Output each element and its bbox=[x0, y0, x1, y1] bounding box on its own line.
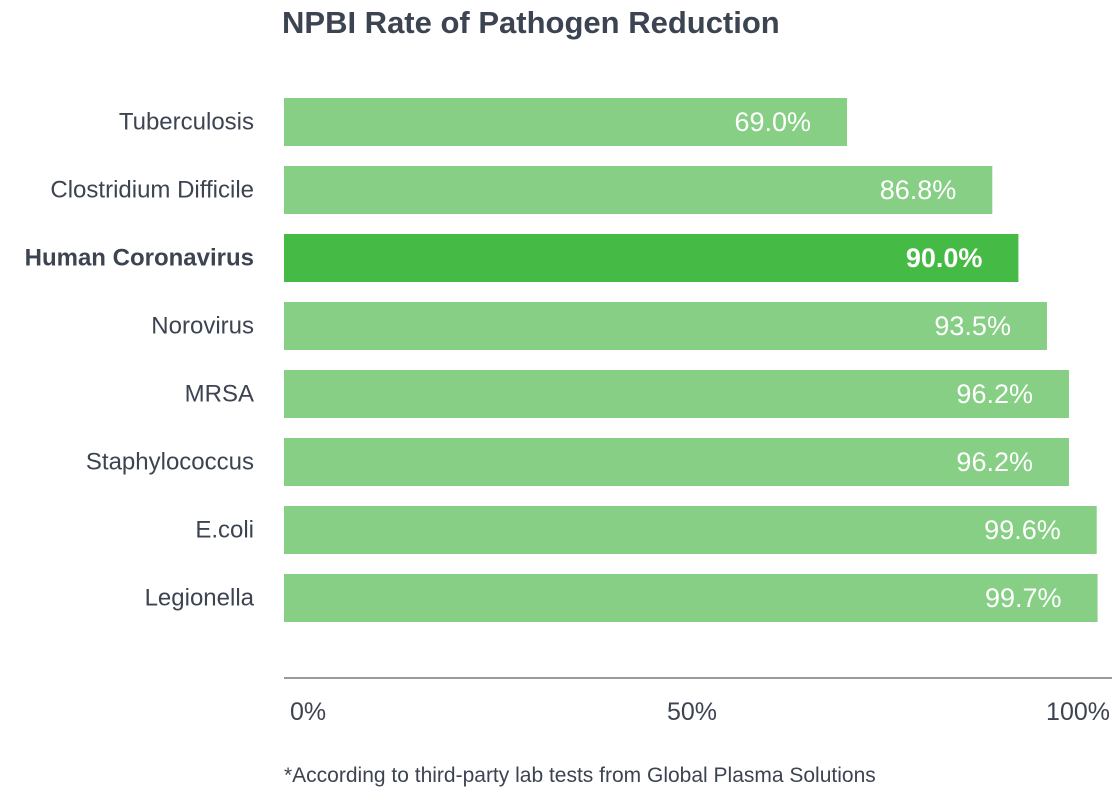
x-axis-tick-labels: 0% 50% 100% bbox=[290, 698, 1110, 726]
value-label-staphylococcus: 96.2% bbox=[956, 447, 1033, 477]
value-label-mrsa: 96.2% bbox=[956, 379, 1033, 409]
chart-title: NPBI Rate of Pathogen Reduction bbox=[282, 5, 780, 40]
category-label-norovirus: Norovirus bbox=[151, 313, 254, 340]
category-label-staphylococcus: Staphylococcus bbox=[86, 449, 254, 476]
value-label-tuberculosis: 69.0% bbox=[734, 107, 811, 137]
bar-human-coronavirus bbox=[284, 234, 1019, 282]
value-label-clostridium-difficile: 86.8% bbox=[880, 175, 957, 205]
category-label-human-coronavirus: Human Coronavirus bbox=[25, 245, 254, 272]
value-label-legionella: 99.7% bbox=[985, 583, 1062, 613]
category-label-legionella: Legionella bbox=[145, 585, 255, 612]
category-labels: Tuberculosis Clostridium Difficile Human C… bbox=[25, 109, 255, 612]
bars-group bbox=[284, 98, 1098, 622]
category-label-clostridium-difficile: Clostridium Difficile bbox=[50, 177, 254, 204]
x-tick-label-100: 100% bbox=[1046, 698, 1110, 726]
bar-staphylococcus bbox=[284, 438, 1069, 486]
value-labels: 69.0% 86.8% 90.0% 93.5% 96.2% 96.2% 99.6% 99.7% bbox=[734, 107, 1061, 613]
category-label-mrsa: MRSA bbox=[185, 381, 254, 408]
category-label-e-coli: E.coli bbox=[195, 517, 254, 544]
bar-norovirus bbox=[284, 302, 1047, 350]
bar-e-coli bbox=[284, 506, 1097, 554]
value-label-norovirus: 93.5% bbox=[934, 311, 1011, 341]
bar-mrsa bbox=[284, 370, 1069, 418]
footnote: *According to third-party lab tests from… bbox=[284, 764, 876, 787]
category-label-tuberculosis: Tuberculosis bbox=[119, 109, 254, 136]
value-label-human-coronavirus: 90.0% bbox=[906, 243, 983, 273]
x-tick-label-50: 50% bbox=[667, 698, 717, 726]
bar-legionella bbox=[284, 574, 1098, 622]
bar-clostridium-difficile bbox=[284, 166, 993, 214]
x-tick-label-0: 0% bbox=[290, 698, 326, 726]
bar-tuberculosis bbox=[284, 98, 848, 146]
value-label-e-coli: 99.6% bbox=[984, 515, 1061, 545]
